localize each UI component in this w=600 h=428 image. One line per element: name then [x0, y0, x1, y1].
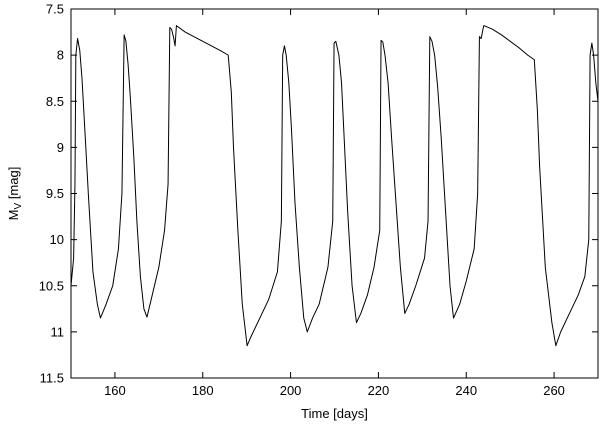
y-axis-label-main: M: [6, 209, 21, 220]
y-axis-label-suffix: [mag]: [6, 167, 21, 203]
x-tick-label: 180: [192, 383, 214, 398]
x-axis-ticks: 160 180 200 220 240 260: [104, 9, 565, 398]
y-tick-label: 10.5: [39, 278, 64, 293]
x-tick-label: 220: [368, 383, 390, 398]
plot-frame: [70, 8, 599, 379]
y-axis-ticks: 7.5 8 8.5 9 9.5 10 10.5 11 11.5: [39, 2, 598, 386]
y-tick-label: 9: [57, 140, 64, 155]
y-tick-label: 10: [50, 232, 64, 247]
y-tick-label: 7.5: [46, 2, 64, 17]
y-axis-label: MV [mag]: [6, 167, 24, 221]
series-line: [70, 25, 599, 347]
x-tick-label: 160: [104, 383, 126, 398]
x-tick-label: 200: [280, 383, 302, 398]
y-tick-label: 11: [51, 324, 65, 339]
y-tick-label: 11.5: [40, 371, 64, 386]
x-tick-label: 260: [543, 383, 565, 398]
x-axis-label: Time [days]: [301, 406, 368, 421]
y-tick-label: 9.5: [46, 186, 64, 201]
y-tick-label: 8: [57, 48, 64, 63]
y-tick-label: 8.5: [46, 94, 64, 109]
y-axis-label-sub: V: [13, 202, 24, 209]
x-tick-label: 240: [455, 383, 477, 398]
